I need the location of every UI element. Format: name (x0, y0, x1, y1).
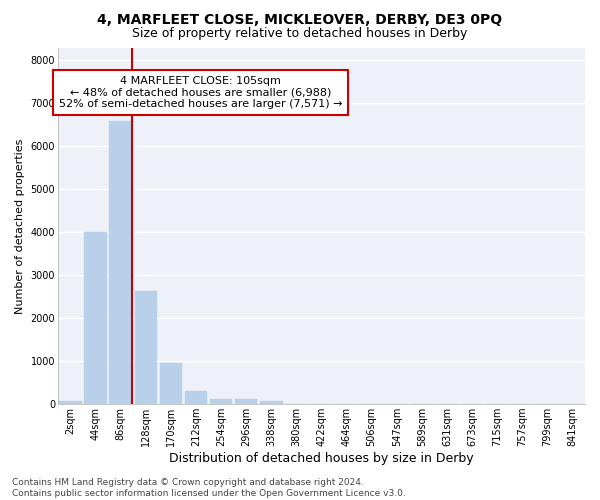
Text: 4 MARFLEET CLOSE: 105sqm
← 48% of detached houses are smaller (6,988)
52% of sem: 4 MARFLEET CLOSE: 105sqm ← 48% of detach… (59, 76, 342, 109)
Text: 4, MARFLEET CLOSE, MICKLEOVER, DERBY, DE3 0PQ: 4, MARFLEET CLOSE, MICKLEOVER, DERBY, DE… (97, 12, 503, 26)
Text: Size of property relative to detached houses in Derby: Size of property relative to detached ho… (133, 28, 467, 40)
Bar (260, 400, 283, 404)
Bar (235, 400, 257, 404)
Bar (59, 401, 82, 404)
Bar (160, 363, 182, 404)
Bar (109, 120, 132, 404)
Bar (134, 291, 157, 404)
Bar (185, 391, 207, 404)
Bar (210, 398, 232, 404)
Text: Contains HM Land Registry data © Crown copyright and database right 2024.
Contai: Contains HM Land Registry data © Crown c… (12, 478, 406, 498)
X-axis label: Distribution of detached houses by size in Derby: Distribution of detached houses by size … (169, 452, 474, 465)
Bar (85, 232, 107, 404)
Y-axis label: Number of detached properties: Number of detached properties (15, 138, 25, 314)
